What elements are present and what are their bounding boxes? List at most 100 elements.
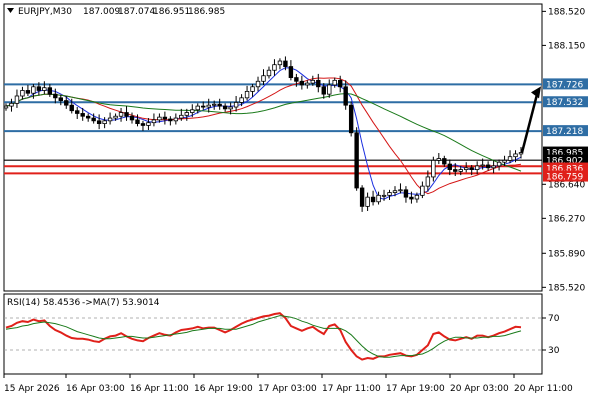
candle-body bbox=[42, 87, 47, 91]
rsi-title: RSI(14) 58.4536 bbox=[7, 298, 80, 308]
trend-arrow bbox=[520, 86, 541, 153]
time-tick-label: 20 Apr 03:00 bbox=[450, 384, 509, 394]
candles bbox=[3, 56, 524, 212]
candle-body bbox=[211, 103, 217, 106]
ma-line-fast bbox=[5, 67, 522, 200]
candle-body bbox=[343, 86, 348, 106]
rsi-ma-title: ->MA(7) 53.9014 bbox=[82, 298, 160, 308]
candle-body bbox=[502, 159, 507, 163]
candle-body bbox=[283, 60, 288, 67]
ma-line-slow bbox=[5, 93, 522, 172]
time-tick-label: 17 Apr 19:00 bbox=[386, 384, 445, 394]
time-tick-label: 20 Apr 11:00 bbox=[514, 384, 573, 394]
candle-body bbox=[365, 196, 370, 207]
candle-body bbox=[376, 194, 381, 203]
candle-body bbox=[288, 66, 294, 78]
price-tag bbox=[543, 154, 588, 166]
candle-body bbox=[447, 163, 452, 170]
candle-body bbox=[294, 77, 299, 82]
candle-body bbox=[129, 115, 135, 121]
arrow-shaft bbox=[520, 94, 539, 153]
candle-body bbox=[195, 105, 200, 111]
ohlc-close: 186.985 bbox=[188, 7, 225, 17]
candle-body bbox=[58, 97, 63, 101]
candle-body bbox=[398, 189, 403, 192]
candle-body bbox=[173, 117, 179, 122]
moving-averages bbox=[5, 67, 522, 200]
candle-body bbox=[102, 120, 107, 124]
candle-body bbox=[453, 169, 458, 172]
price-pane bbox=[3, 3, 543, 292]
candle-body bbox=[201, 105, 206, 108]
candle-body bbox=[513, 153, 518, 158]
candle-body bbox=[310, 79, 316, 84]
candle-body bbox=[507, 156, 513, 161]
candle-body bbox=[272, 64, 277, 71]
candle-body bbox=[425, 176, 431, 187]
price-tag bbox=[543, 146, 588, 158]
price-tag-label: 186.902 bbox=[546, 157, 583, 167]
candle-body bbox=[469, 167, 474, 170]
candle-body bbox=[244, 90, 250, 99]
price-tag bbox=[543, 170, 588, 182]
price-tick-label: 188.520 bbox=[548, 7, 585, 17]
price-tag-label: 187.726 bbox=[546, 80, 583, 90]
time-tick-label: 15 Apr 2026 bbox=[4, 384, 60, 394]
candle-body bbox=[496, 161, 502, 167]
candle-body bbox=[75, 110, 80, 114]
candle-body bbox=[354, 132, 359, 189]
symbol-triangle-icon bbox=[7, 8, 14, 13]
candle-body bbox=[118, 112, 124, 117]
ohlc-high: 187.074 bbox=[118, 7, 155, 17]
candle-body bbox=[338, 79, 343, 88]
price-tick-label: 186.270 bbox=[548, 214, 585, 224]
candle-body bbox=[261, 75, 266, 82]
time-tick-label: 16 Apr 19:00 bbox=[194, 384, 253, 394]
candle-body bbox=[316, 79, 321, 88]
candle-body bbox=[124, 112, 129, 117]
candle-body bbox=[179, 114, 184, 119]
time-tick-label: 16 Apr 03:00 bbox=[66, 384, 125, 394]
candle-body bbox=[47, 87, 53, 95]
candle-body bbox=[255, 80, 261, 88]
candle-body bbox=[464, 167, 469, 170]
candle-body bbox=[458, 169, 463, 172]
candle-body bbox=[387, 192, 392, 196]
candle-body bbox=[327, 84, 332, 95]
candle-body bbox=[9, 102, 14, 107]
candle-body bbox=[85, 115, 91, 119]
candle-body bbox=[359, 187, 365, 207]
candle-body bbox=[53, 93, 58, 99]
candle-body bbox=[409, 196, 414, 200]
price-tick-label: 188.150 bbox=[548, 41, 585, 51]
candle-body bbox=[146, 122, 151, 126]
price-tag bbox=[543, 96, 588, 108]
candle-body bbox=[206, 104, 211, 108]
price-tick-label: 185.520 bbox=[548, 283, 585, 293]
time-axis: 15 Apr 2026 16 Apr 03:00 16 Apr 11:00 16 Ap… bbox=[3, 374, 573, 394]
rsi-lines bbox=[4, 312, 542, 361]
candle-body bbox=[299, 80, 305, 86]
price-tag-label: 186.759 bbox=[546, 173, 583, 183]
candle-body bbox=[91, 117, 96, 122]
rsi-pane bbox=[3, 293, 543, 375]
candle-body bbox=[518, 152, 524, 155]
candle-body bbox=[239, 97, 244, 103]
candle-body bbox=[168, 118, 173, 122]
candle-body bbox=[250, 86, 255, 92]
arrow-head-icon bbox=[531, 86, 541, 99]
price-tag bbox=[543, 78, 588, 90]
candle-body bbox=[184, 112, 189, 116]
rsi-tick-label: 30 bbox=[548, 346, 560, 356]
price-tag-label: 186.836 bbox=[546, 165, 583, 175]
candle-body bbox=[3, 105, 9, 109]
candle-body bbox=[36, 86, 42, 91]
candle-body bbox=[305, 82, 310, 86]
candle-body bbox=[370, 196, 376, 203]
symbol-label: EURJPY,M30 bbox=[18, 7, 72, 17]
time-tick-label: 17 Apr 03:00 bbox=[258, 384, 317, 394]
time-tick-label: 16 Apr 11:00 bbox=[130, 384, 189, 394]
candle-body bbox=[420, 185, 425, 196]
rsi-tick-label: 70 bbox=[548, 314, 560, 324]
